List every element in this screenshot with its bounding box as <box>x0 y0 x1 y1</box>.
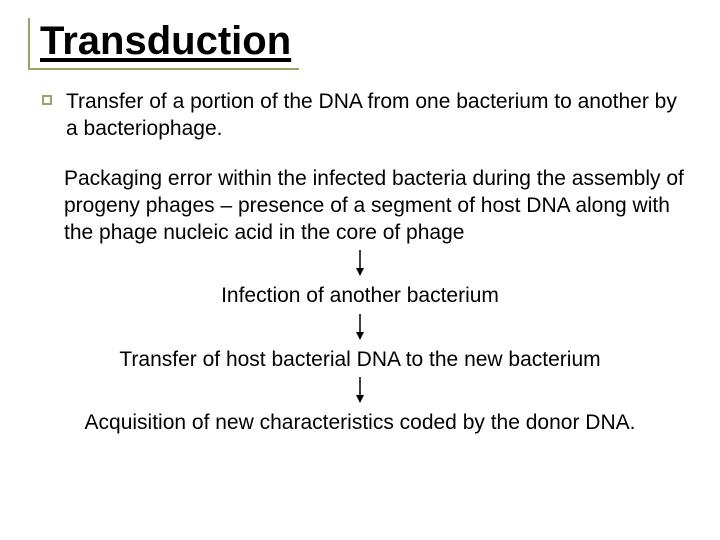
flow-step-label: Infection of another bacterium <box>221 284 499 307</box>
flow-step: Transfer of host bacterial DNA to the ne… <box>109 346 610 373</box>
arrow-down-icon <box>354 377 366 403</box>
flow-step: Infection of another bacterium <box>211 282 509 309</box>
flow-step: Acquisition of new characteristics coded… <box>75 409 646 436</box>
flow-step-label: Acquisition of new characteristics coded… <box>85 411 636 434</box>
square-bullet-icon <box>42 95 52 105</box>
title-frame: Transduction <box>28 18 299 70</box>
arrow-down-icon <box>354 314 366 340</box>
page-title: Transduction <box>40 18 291 64</box>
arrow-down-icon <box>354 250 366 276</box>
flow-step-label: Transfer of host bacterial DNA to the ne… <box>119 348 600 371</box>
bullet-text: Transfer of a portion of the DNA from on… <box>66 88 692 143</box>
flow-step: Packaging error within the infected bact… <box>64 165 692 247</box>
flowchart: Packaging error within the infected bact… <box>28 165 692 437</box>
flow-step-label: Packaging error within the infected bact… <box>64 167 684 245</box>
bullet-item: Transfer of a portion of the DNA from on… <box>42 88 692 143</box>
slide: Transduction Transfer of a portion of th… <box>0 0 720 540</box>
